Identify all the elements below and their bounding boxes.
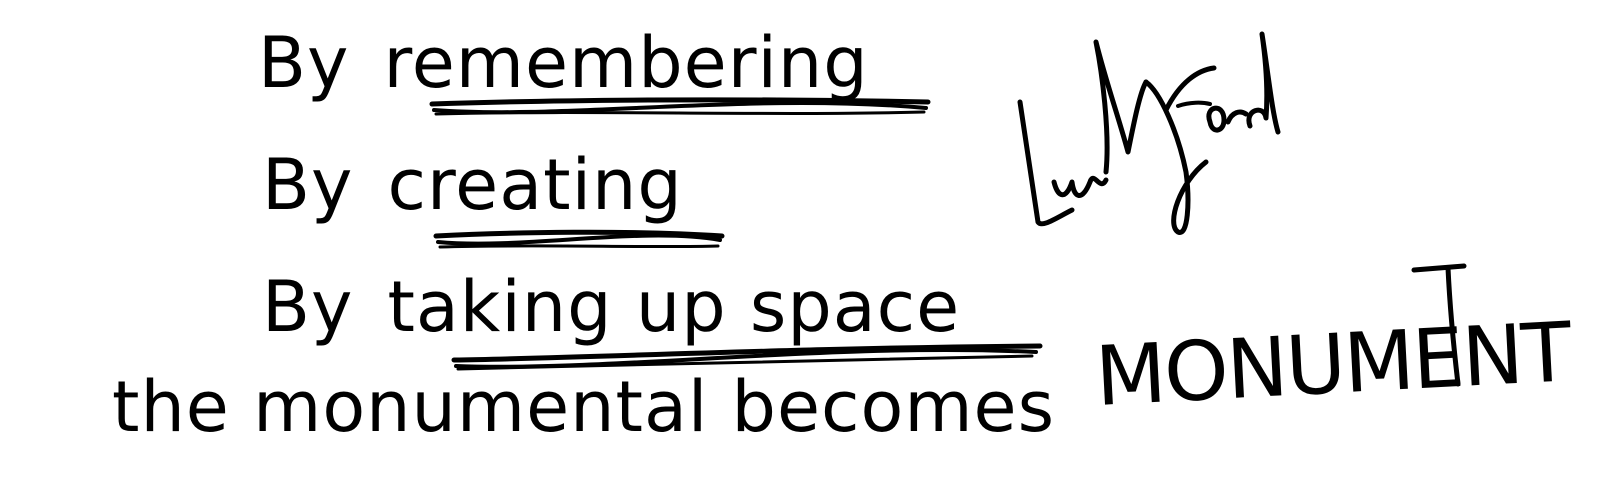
- line-2-underline: [433, 229, 725, 249]
- line-1-prefix: By: [258, 22, 350, 104]
- note-line-2: By creating: [262, 150, 683, 220]
- monument-word: MONUMENT: [1093, 305, 1572, 425]
- line-2-word: creating: [387, 144, 683, 226]
- line-2-prefix: By: [262, 144, 354, 226]
- monument-tall-stroke: [1411, 263, 1467, 387]
- note-line-4: the monumental becomes: [112, 372, 1055, 442]
- line-3-prefix: By: [262, 266, 354, 348]
- line-1-underline: [429, 97, 931, 116]
- line-3-underline: [451, 343, 1043, 371]
- note-line-3: By taking up space: [262, 272, 960, 342]
- signature-image: [1017, 31, 1281, 235]
- line-1-word: remembering: [383, 22, 869, 104]
- line-3-words: taking up space: [387, 266, 961, 348]
- note-line-1: By remembering: [258, 28, 869, 98]
- line-4-text: the monumental becomes: [112, 366, 1056, 448]
